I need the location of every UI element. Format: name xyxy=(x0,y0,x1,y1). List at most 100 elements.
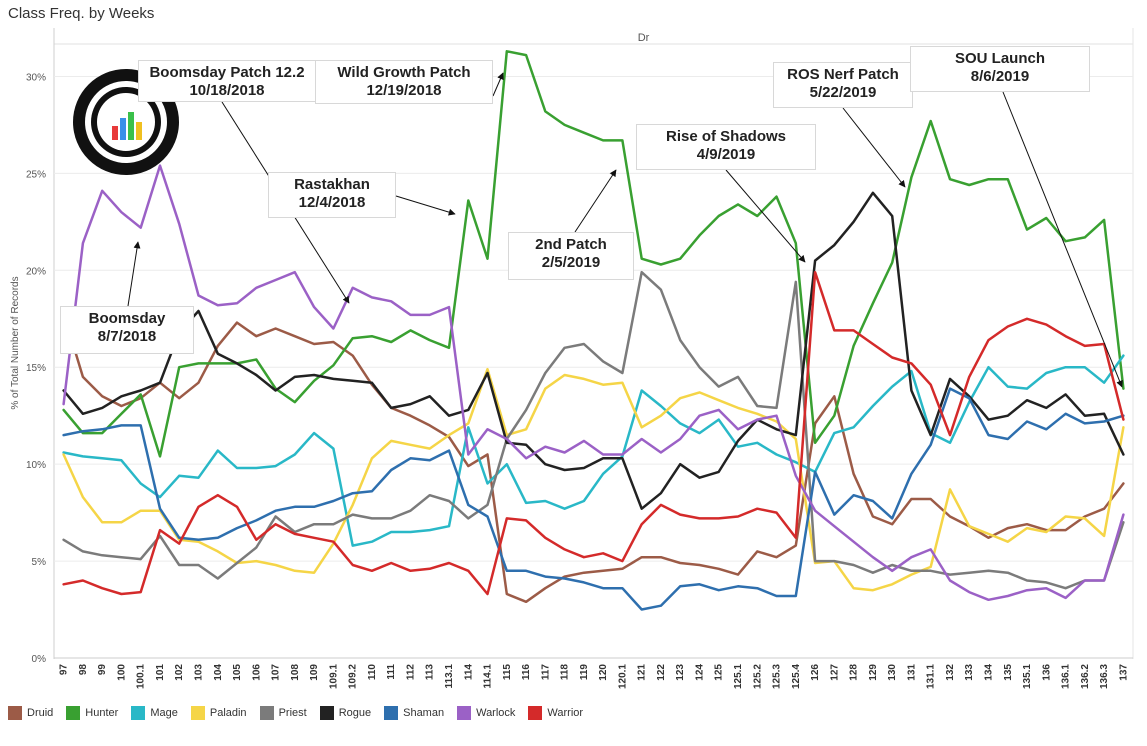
legend-swatch xyxy=(66,706,81,720)
x-tick-label: 135.1 xyxy=(1022,664,1033,689)
legend-label: Shaman xyxy=(403,707,445,719)
series-line-priest xyxy=(62,270,1125,590)
gridlines: Dr xyxy=(53,28,1134,659)
x-tick-label: 127 xyxy=(829,664,840,681)
x-tick-label: 109 xyxy=(309,664,320,681)
legend-item-warrior[interactable]: Warrior xyxy=(528,706,583,720)
series-line-rogue xyxy=(62,191,1125,510)
legend-swatch xyxy=(528,706,543,720)
legend-item-shaman[interactable]: Shaman xyxy=(384,706,444,720)
legend-item-priest[interactable]: Priest xyxy=(259,706,307,720)
x-tick-label: 114 xyxy=(463,664,474,681)
legend-label: Paladin xyxy=(209,707,247,719)
y-tick-label: 20% xyxy=(26,266,46,277)
series-line-mage xyxy=(62,354,1125,547)
annotation-wild-growth-patch: Wild Growth Patch 12/19/2018 xyxy=(315,60,493,104)
x-tick-label: 113.1 xyxy=(444,664,455,689)
x-tick-label: 120 xyxy=(598,664,609,681)
legend-label: Rogue xyxy=(338,707,372,719)
x-tick-label: 125.1 xyxy=(733,664,744,689)
x-tick-label: 100.1 xyxy=(136,664,147,689)
chart-title: Class Freq. by Weeks xyxy=(8,5,155,22)
x-tick-label: 99 xyxy=(97,664,108,676)
y-tick-label: 30% xyxy=(26,72,46,83)
legend-label: Druid xyxy=(27,707,54,719)
x-tick-label: 118 xyxy=(560,664,571,681)
annotation-sou-launch: SOU Launch 8/6/2019 xyxy=(910,46,1090,92)
x-tick-label: 105 xyxy=(232,664,243,681)
x-tick-label: 110 xyxy=(367,664,378,681)
legend-label: Mage xyxy=(150,707,178,719)
legend-swatch xyxy=(457,706,472,720)
annotation-boomsday: Boomsday 8/7/2018 xyxy=(60,306,194,354)
annotation-boomsday-patch: Boomsday Patch 12.2 10/18/2018 xyxy=(138,60,316,102)
x-tick-label: 120.1 xyxy=(617,664,628,689)
x-tick-label: 104 xyxy=(213,664,224,681)
x-tick-label: 131.1 xyxy=(926,664,937,689)
x-tick-label: 131 xyxy=(906,664,917,681)
x-tick-label: 116 xyxy=(521,664,532,681)
x-tick-label: 121 xyxy=(637,664,648,681)
legend-label: Warrior xyxy=(547,707,584,719)
legend-item-paladin[interactable]: Paladin xyxy=(190,706,247,720)
series-line-shaman xyxy=(62,387,1125,611)
x-tick-label: 117 xyxy=(540,664,551,681)
x-tick-label: 124 xyxy=(694,664,705,681)
x-tick-label: 122 xyxy=(656,664,667,681)
series-line-druid xyxy=(62,311,1125,604)
x-tick-label: 130 xyxy=(887,664,898,681)
x-tick-label: 135 xyxy=(1003,664,1014,681)
x-tick-label: 106 xyxy=(251,664,262,681)
x-tick-label: 113 xyxy=(425,664,436,681)
x-tick-label: 107 xyxy=(271,664,282,681)
x-tick-label: 126 xyxy=(810,664,821,681)
arrow-wild-growth-patch xyxy=(492,72,504,97)
y-tick-label: 5% xyxy=(32,557,47,568)
legend-item-mage[interactable]: Mage xyxy=(131,706,178,720)
legend: Druid Hunter Mage Paladin Priest Rogue Shaman W… xyxy=(8,706,596,720)
x-tick-label: 109.1 xyxy=(328,664,339,689)
x-axis: 97 98 99 100 100.1 101 102 103 104 105 106 107 108 10… xyxy=(59,664,1130,689)
x-tick-label: 125.4 xyxy=(791,664,802,689)
y-tick-label: 15% xyxy=(26,363,46,374)
series-line-warlock xyxy=(62,164,1125,602)
x-tick-label: 101 xyxy=(155,664,166,681)
legend-item-rogue[interactable]: Rogue xyxy=(319,706,372,720)
legend-swatch xyxy=(259,706,274,720)
x-tick-label: 109.2 xyxy=(348,664,359,689)
annotation-rise-of-shadows: Rise of Shadows 4/9/2019 xyxy=(636,124,816,170)
annotation-2nd-patch: 2nd Patch 2/5/2019 xyxy=(508,232,634,280)
legend-item-druid[interactable]: Druid xyxy=(8,706,53,720)
x-tick-label: 103 xyxy=(194,664,205,681)
arrow-2nd-patch xyxy=(574,169,617,233)
arrow-boomsday xyxy=(127,241,141,307)
x-tick-label: 136.3 xyxy=(1099,664,1110,689)
x-tick-label: 97 xyxy=(59,664,70,676)
x-tick-label: 125.2 xyxy=(752,664,763,689)
legend-swatch xyxy=(384,706,399,720)
annotation-rastakhan: Rastakhan 12/4/2018 xyxy=(268,172,396,218)
series-line-warrior xyxy=(62,270,1125,596)
x-tick-label: 134 xyxy=(983,664,994,681)
x-tick-label: 136.2 xyxy=(1080,664,1091,689)
x-tick-label: 136 xyxy=(1041,664,1052,681)
x-tick-label: 111 xyxy=(386,664,397,680)
legend-swatch xyxy=(190,706,205,720)
legend-item-hunter[interactable]: Hunter xyxy=(66,706,118,720)
x-tick-label: 115 xyxy=(502,664,513,681)
y-tick-label: 25% xyxy=(26,169,46,180)
legend-label: Priest xyxy=(278,707,307,719)
annotation-ros-nerf-patch: ROS Nerf Patch 5/22/2019 xyxy=(773,62,913,108)
x-tick-label: 132 xyxy=(945,664,956,681)
legend-item-warlock[interactable]: Warlock xyxy=(457,706,515,720)
series-line-hunter xyxy=(62,50,1125,458)
arrow-ros-nerf-patch xyxy=(842,107,906,188)
x-tick-label: 119 xyxy=(579,664,590,681)
y-axis-label: % of Total Number of Records xyxy=(10,276,21,409)
x-tick-label: 133 xyxy=(964,664,975,681)
x-tick-label: 136.1 xyxy=(1061,664,1072,689)
y-tick-label: 0% xyxy=(32,654,47,665)
arrow-rastakhan xyxy=(395,195,456,216)
x-tick-label: 112 xyxy=(405,664,416,681)
x-tick-label: 129 xyxy=(868,664,879,681)
